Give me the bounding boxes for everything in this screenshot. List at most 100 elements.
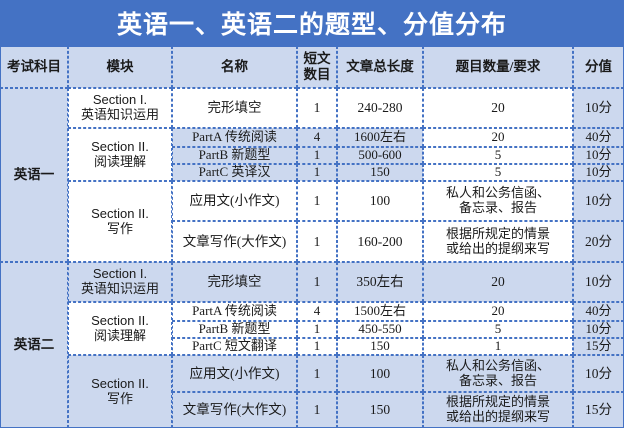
row-quantity: 私人和公务信函、 备忘录、报告 <box>423 355 573 392</box>
column-header-module: 模块 <box>68 46 172 88</box>
row-name: PartA 传统阅读 <box>172 128 297 147</box>
row-quantity-line1: 私人和公务信函、 <box>445 357 550 373</box>
row-name: 应用文(小作文) <box>172 355 297 392</box>
row-count: 1 <box>297 321 337 338</box>
row-name: PartC 英译汉 <box>172 164 297 181</box>
row-length: 150 <box>337 392 423 428</box>
module-line1: Section II. <box>91 375 149 391</box>
row-quantity-line1: 私人和公务信函、 <box>445 185 550 201</box>
row-count: 1 <box>297 88 337 128</box>
row-quantity: 私人和公务信函、 备忘录、报告 <box>423 181 573 221</box>
module-line1: Section II. <box>91 138 149 154</box>
row-length: 100 <box>337 181 423 221</box>
row-length: 450-550 <box>337 321 423 338</box>
module-cell-g1-section1: Section I. 英语知识运用 <box>68 88 172 128</box>
module-cell-g2-section2-writing: Section II. 写作 <box>68 355 172 428</box>
row-count: 1 <box>297 181 337 221</box>
row-name: 应用文(小作文) <box>172 181 297 221</box>
row-score: 40分 <box>573 302 624 321</box>
row-name: PartB 新题型 <box>172 147 297 164</box>
module-line2: 英语知识运用 <box>80 107 159 122</box>
row-name: PartA 传统阅读 <box>172 302 297 321</box>
row-quantity-line2: 备忘录、报告 <box>458 372 537 388</box>
module-line2: 阅读理解 <box>93 327 146 343</box>
row-quantity: 20 <box>423 88 573 128</box>
row-length: 500-600 <box>337 147 423 164</box>
row-score: 10分 <box>573 355 624 392</box>
column-header-count-line2: 数目 <box>303 67 331 82</box>
row-score: 15分 <box>573 338 624 355</box>
column-header-name: 名称 <box>172 46 297 88</box>
module-line1: Section I. <box>92 266 148 282</box>
subject-cell-english-one: 英语一 <box>0 88 68 262</box>
row-length: 150 <box>337 338 423 355</box>
column-header-count-line1: 短文 <box>303 51 331 67</box>
row-length: 160-200 <box>337 221 423 262</box>
module-cell-g1-section2-reading: Section II. 阅读理解 <box>68 128 172 181</box>
row-length: 240-280 <box>337 88 423 128</box>
row-name: 完形填空 <box>172 262 297 302</box>
module-line2: 写作 <box>106 220 133 236</box>
row-length: 100 <box>337 355 423 392</box>
row-score: 10分 <box>573 181 624 221</box>
row-score: 20分 <box>573 221 624 262</box>
row-score: 10分 <box>573 147 624 164</box>
row-quantity: 根据所规定的情景 或给出的提纲来写 <box>423 221 573 262</box>
row-score: 10分 <box>573 262 624 302</box>
module-line2: 阅读理解 <box>93 153 146 169</box>
module-line1: Section I. <box>92 92 148 108</box>
row-name: 完形填空 <box>172 88 297 128</box>
row-length: 1500左右 <box>337 302 423 321</box>
row-quantity: 根据所规定的情景 或给出的提纲来写 <box>423 392 573 428</box>
row-count: 1 <box>297 338 337 355</box>
title-bar: 英语一、英语二的题型、分值分布 <box>0 0 624 46</box>
row-quantity: 20 <box>423 128 573 147</box>
row-count: 1 <box>297 262 337 302</box>
row-length: 1600左右 <box>337 128 423 147</box>
row-count: 4 <box>297 128 337 147</box>
row-length: 150 <box>337 164 423 181</box>
module-cell-g2-section1: Section I. 英语知识运用 <box>68 262 172 302</box>
module-line2: 写作 <box>106 390 133 406</box>
module-line2: 英语知识运用 <box>80 281 159 296</box>
column-header-length: 文章总长度 <box>337 46 423 88</box>
column-header-count: 短文 数目 <box>297 46 337 88</box>
row-quantity: 20 <box>423 302 573 321</box>
row-count: 1 <box>297 392 337 428</box>
page-title: 英语一、英语二的题型、分值分布 <box>116 12 507 39</box>
row-count: 1 <box>297 164 337 181</box>
row-quantity: 5 <box>423 164 573 181</box>
row-quantity: 5 <box>423 147 573 164</box>
row-score: 10分 <box>573 164 624 181</box>
row-quantity-line2: 或给出的提纲来写 <box>445 409 550 424</box>
row-score: 40分 <box>573 128 624 147</box>
module-cell-g1-section2-writing: Section II. 写作 <box>68 181 172 262</box>
row-name: PartB 新题型 <box>172 321 297 338</box>
row-count: 1 <box>297 355 337 392</box>
score-distribution-table: 考试科目 模块 名称 短文 数目 文章总长度 题目数量/要求 分值 英语一 Se… <box>0 46 624 428</box>
row-name: PartC 短文翻译 <box>172 338 297 355</box>
row-count: 1 <box>297 221 337 262</box>
module-line1: Section II. <box>91 205 149 221</box>
row-score: 10分 <box>573 88 624 128</box>
module-line1: Section II. <box>91 312 149 328</box>
row-quantity-line2: 或给出的提纲来写 <box>445 240 550 256</box>
column-header-score: 分值 <box>573 46 624 88</box>
row-score: 15分 <box>573 392 624 428</box>
row-quantity: 5 <box>423 321 573 338</box>
row-score: 10分 <box>573 321 624 338</box>
row-count: 4 <box>297 302 337 321</box>
module-cell-g2-section2-reading: Section II. 阅读理解 <box>68 302 172 355</box>
row-name: 文章写作(大作文) <box>172 221 297 262</box>
column-header-quantity: 题目数量/要求 <box>423 46 573 88</box>
row-name: 文章写作(大作文) <box>172 392 297 428</box>
subject-cell-english-two: 英语二 <box>0 262 68 428</box>
row-quantity: 20 <box>423 262 573 302</box>
row-length: 350左右 <box>337 262 423 302</box>
row-quantity-line1: 根据所规定的情景 <box>445 225 550 241</box>
column-header-subject: 考试科目 <box>0 46 68 88</box>
row-quantity-line2: 备忘录、报告 <box>458 200 537 215</box>
row-count: 1 <box>297 147 337 164</box>
row-quantity-line1: 根据所规定的情景 <box>445 394 550 410</box>
row-quantity: 1 <box>423 338 573 355</box>
